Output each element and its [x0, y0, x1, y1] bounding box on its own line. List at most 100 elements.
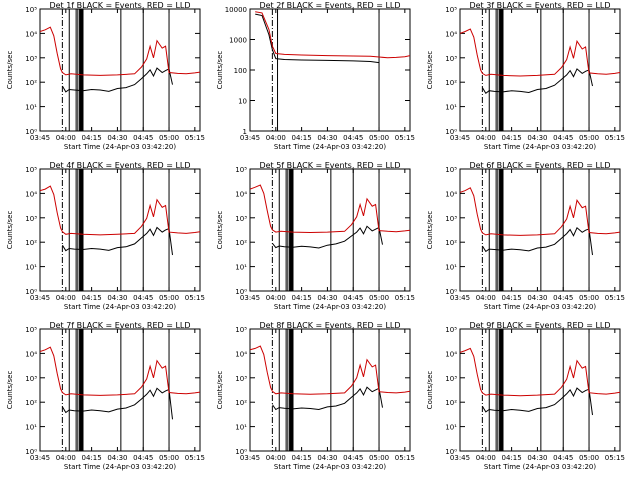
- y-tick-label: 10²: [25, 239, 37, 247]
- x-tick-label: 05:00: [159, 454, 179, 462]
- series-line-black: [481, 387, 593, 416]
- x-tick-label: 04:30: [317, 454, 337, 462]
- x-tick-label: 03:45: [240, 134, 260, 142]
- x-tick-label: 04:30: [527, 454, 547, 462]
- series-line-red: [40, 26, 200, 76]
- x-tick-label: 04:15: [82, 454, 102, 462]
- series-line-red: [250, 184, 410, 234]
- series-line-black: [61, 226, 173, 256]
- x-tick-label: 04:45: [553, 134, 573, 142]
- x-tick-label: 05:00: [369, 134, 389, 142]
- y-tick-label: 10²: [445, 399, 457, 407]
- y-tick-label: 1: [243, 128, 247, 136]
- y-tick-label: 10⁴: [445, 350, 457, 358]
- x-tick-label: 04:15: [82, 134, 102, 142]
- x-tick-label: 03:45: [450, 134, 470, 142]
- y-axis-label: Counts/sec: [426, 51, 434, 90]
- x-tick-label: 04:00: [56, 454, 76, 462]
- y-tick-label: 10¹: [25, 104, 37, 112]
- x-axis-label: Start Time (24-Apr-03 03:42:20): [274, 463, 386, 471]
- series-line-red: [255, 11, 410, 59]
- series-line-red: [250, 345, 410, 395]
- y-tick-label: 10⁰: [445, 128, 457, 136]
- y-tick-label: 10¹: [235, 424, 247, 432]
- y-tick-label: 10: [238, 98, 247, 106]
- x-tick-label: 05:15: [185, 454, 205, 462]
- x-tick-label: 04:00: [56, 294, 76, 302]
- plot-frame: [39, 328, 201, 452]
- x-tick-label: 05:00: [369, 454, 389, 462]
- y-axis-label: Counts/sec: [6, 371, 14, 410]
- x-tick-label: 04:00: [266, 294, 286, 302]
- x-tick-label: 04:15: [292, 454, 312, 462]
- x-tick-label: 03:45: [30, 454, 50, 462]
- x-tick-label: 04:30: [527, 294, 547, 302]
- y-tick-label: 10²: [25, 79, 37, 87]
- y-axis-label: Counts/sec: [6, 51, 14, 90]
- x-tick-label: 05:15: [185, 134, 205, 142]
- y-tick-label: 10¹: [25, 424, 37, 432]
- x-tick-label: 04:15: [292, 134, 312, 142]
- detector-panel: Det 2f BLACK = Events, RED = LLD 1 10 100 10…: [216, 1, 415, 151]
- y-tick-label: 10³: [25, 215, 37, 223]
- panel-title: Det 6f BLACK = Events, RED = LLD: [469, 161, 610, 170]
- y-tick-label: 10⁵: [445, 6, 457, 14]
- y-tick-label: 10¹: [445, 264, 457, 272]
- x-tick-label: 04:00: [476, 454, 496, 462]
- x-tick-label: 03:45: [450, 294, 470, 302]
- plot-frame: [459, 328, 621, 452]
- y-tick-label: 10³: [235, 375, 247, 383]
- plot-frame: [39, 8, 201, 132]
- x-axis-label: Start Time (24-Apr-03 03:42:20): [484, 463, 596, 471]
- panel-title: Det 5f BLACK = Events, RED = LLD: [259, 161, 400, 170]
- y-tick-label: 100: [234, 67, 247, 75]
- y-tick-label: 10²: [235, 399, 247, 407]
- x-axis-label: Start Time (24-Apr-03 03:42:20): [64, 303, 176, 311]
- x-tick-label: 05:15: [185, 294, 205, 302]
- panel-title: Det 2f BLACK = Events, RED = LLD: [259, 1, 400, 10]
- y-tick-label: 10⁰: [445, 448, 457, 456]
- y-axis-label: Counts/sec: [6, 211, 14, 250]
- x-tick-label: 04:30: [107, 294, 127, 302]
- panel-title: Det 9f BLACK = Events, RED = LLD: [469, 321, 610, 330]
- plot-frame: [249, 328, 411, 452]
- y-tick-label: 10¹: [25, 264, 37, 272]
- y-tick-label: 10⁵: [235, 166, 247, 174]
- y-tick-label: 10²: [235, 239, 247, 247]
- y-tick-label: 10⁰: [25, 288, 37, 296]
- y-tick-label: 10⁰: [445, 288, 457, 296]
- x-axis-label: Start Time (24-Apr-03 03:42:20): [484, 143, 596, 151]
- x-tick-label: 04:15: [502, 134, 522, 142]
- y-tick-label: 10⁵: [235, 326, 247, 334]
- plot-frame: [459, 8, 621, 132]
- plot-frame: [249, 168, 411, 292]
- plot-frame: [459, 168, 621, 292]
- y-tick-label: 10⁴: [25, 30, 37, 38]
- x-tick-label: 04:15: [82, 294, 102, 302]
- x-tick-label: 05:00: [369, 294, 389, 302]
- x-tick-label: 04:45: [133, 454, 153, 462]
- x-tick-label: 04:15: [502, 454, 522, 462]
- detector-panel: Det 4f BLACK = Events, RED = LLD 10⁰ 10¹ 10…: [6, 161, 205, 311]
- y-tick-label: 10⁰: [235, 288, 247, 296]
- x-tick-label: 03:45: [30, 134, 50, 142]
- series-line-black: [481, 68, 593, 95]
- x-tick-label: 04:15: [502, 294, 522, 302]
- series-line-black: [61, 387, 173, 420]
- x-tick-label: 04:00: [56, 134, 76, 142]
- y-tick-label: 10³: [445, 215, 457, 223]
- y-tick-label: 10¹: [445, 424, 457, 432]
- x-tick-label: 04:45: [553, 454, 573, 462]
- y-axis-label: Counts/sec: [426, 371, 434, 410]
- x-tick-label: 05:15: [605, 294, 625, 302]
- x-tick-label: 04:45: [343, 134, 363, 142]
- x-tick-label: 04:30: [317, 134, 337, 142]
- x-tick-label: 03:45: [450, 454, 470, 462]
- series-line-red: [460, 347, 620, 397]
- x-tick-label: 04:45: [133, 294, 153, 302]
- x-tick-label: 05:15: [395, 294, 415, 302]
- series-line-black: [61, 67, 173, 93]
- x-axis-label: Start Time (24-Apr-03 03:42:20): [64, 463, 176, 471]
- x-tick-label: 04:45: [343, 294, 363, 302]
